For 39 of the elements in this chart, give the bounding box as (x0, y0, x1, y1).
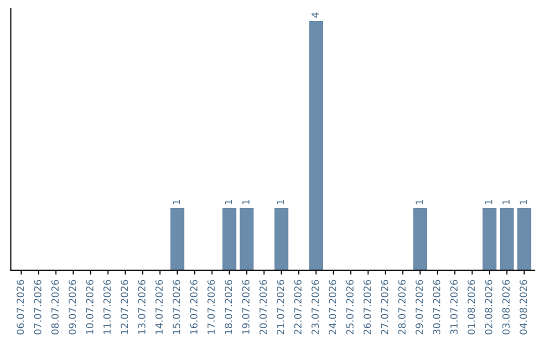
x-tick-label: 16.07.2026 (190, 280, 198, 334)
data-label: 4 (312, 12, 319, 18)
x-tick-label: 13.07.2026 (138, 280, 146, 334)
x-tick-label: 29.07.2026 (416, 280, 423, 334)
x-tick-label: 02.08.2026 (484, 280, 492, 334)
x-tick-label: 07.07.2026 (34, 280, 42, 334)
data-label: 1 (485, 200, 492, 204)
x-tick-label: 19.07.2026 (242, 280, 250, 334)
x-tick-label: 17.07.2026 (207, 280, 215, 334)
data-label: 1 (242, 200, 250, 204)
data-label: 1 (224, 200, 232, 204)
x-tick-label: 06.07.2026 (16, 280, 24, 334)
data-label: 1 (520, 200, 527, 204)
x-tick-label: 08.07.2026 (51, 280, 59, 334)
x-tick-label: 30.07.2026 (432, 280, 440, 334)
x-tick-label: 21.07.2026 (276, 280, 284, 334)
x-tick-label: 20.07.2026 (259, 280, 267, 334)
data-label: 1 (502, 200, 510, 204)
data-label: 1 (172, 200, 180, 204)
data-label: 1 (416, 200, 423, 204)
x-tick-label: 04.08.2026 (520, 280, 528, 334)
x-tick-label: 11.07.2026 (103, 280, 111, 334)
x-tick-label: 15.07.2026 (172, 280, 180, 334)
x-tick-label: 22.07.2026 (294, 280, 302, 334)
x-tick-label: 27.07.2026 (380, 280, 388, 334)
x-tick-label: 10.07.2026 (86, 280, 94, 334)
x-tick-label: 24.07.2026 (328, 280, 336, 334)
x-tick-label: 03.08.2026 (502, 280, 510, 334)
x-tick-label: 25.07.2026 (346, 280, 354, 334)
data-label: 1 (276, 200, 284, 204)
x-tick-label: 26.07.2026 (364, 280, 371, 334)
x-tick-label: 14.07.2026 (155, 280, 163, 334)
x-tick-label: 23.07.2026 (312, 280, 319, 334)
x-tick-label: 12.07.2026 (120, 280, 128, 334)
x-tick-label: 01.08.2026 (468, 280, 475, 334)
x-tick-label: 28.07.2026 (398, 280, 406, 334)
x-tick-label: 31.07.2026 (450, 280, 458, 334)
x-tick-label: 09.07.2026 (68, 280, 76, 334)
x-tick-label: 18.07.2026 (224, 280, 232, 334)
